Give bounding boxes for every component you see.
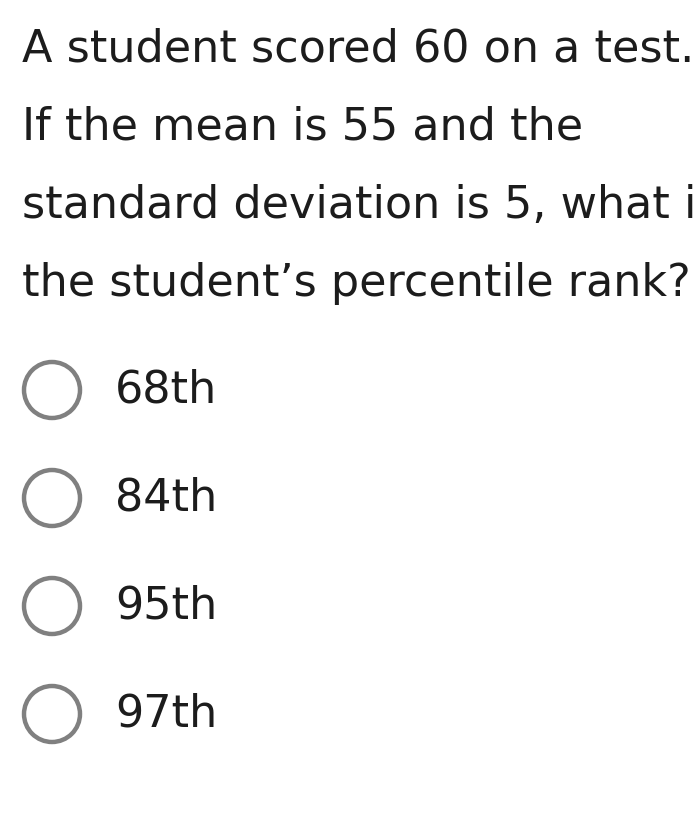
Text: 84th: 84th bbox=[115, 477, 217, 519]
Text: A student scored 60 on a test.: A student scored 60 on a test. bbox=[22, 28, 694, 71]
Text: the student’s percentile rank?: the student’s percentile rank? bbox=[22, 262, 690, 305]
Text: standard deviation is 5, what is: standard deviation is 5, what is bbox=[22, 184, 696, 227]
Text: If the mean is 55 and the: If the mean is 55 and the bbox=[22, 106, 583, 149]
Text: 97th: 97th bbox=[115, 693, 217, 735]
Text: 95th: 95th bbox=[115, 584, 217, 628]
Text: 68th: 68th bbox=[115, 368, 217, 412]
